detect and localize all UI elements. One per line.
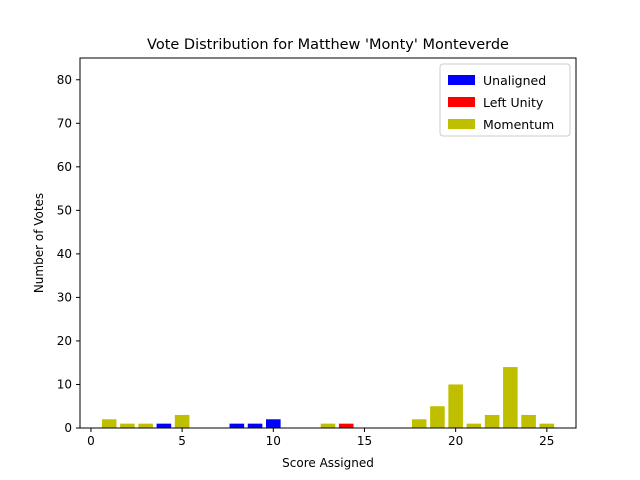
bar-unaligned-4 — [156, 423, 172, 428]
legend-label-unaligned: Unaligned — [483, 73, 546, 88]
bar-momentum-19 — [430, 406, 445, 428]
x-axis-ticks: 0 5 10 15 20 25 — [87, 428, 554, 448]
bar-momentum-21 — [466, 423, 482, 428]
x-tick-label: 25 — [539, 434, 554, 448]
y-tick-label: 80 — [57, 73, 72, 87]
bar-momentum-13 — [320, 423, 336, 428]
y-tick-label: 30 — [57, 290, 72, 304]
bar-momentum-1 — [101, 419, 117, 428]
x-tick-label: 5 — [178, 434, 186, 448]
x-tick-label: 0 — [87, 434, 95, 448]
legend-label-left-unity: Left Unity — [483, 95, 544, 110]
bar-momentum-3 — [138, 423, 153, 428]
bar-left-unity-14 — [338, 423, 354, 428]
bars-layer — [101, 367, 555, 428]
chart-title: Vote Distribution for Matthew 'Monty' Mo… — [147, 37, 509, 53]
legend-label-momentum: Momentum — [483, 117, 554, 132]
plot-frame — [79, 57, 577, 429]
bar-unaligned-8 — [229, 423, 245, 428]
bar-momentum-22 — [484, 414, 500, 428]
x-tick-label: 10 — [266, 434, 281, 448]
y-tick-label: 0 — [64, 421, 72, 435]
bar-momentum-25 — [539, 423, 555, 428]
bar-momentum-20 — [448, 384, 463, 428]
legend: Unaligned Left Unity Momentum — [439, 63, 571, 137]
y-axis-ticks: 0 10 20 30 40 50 60 70 80 — [57, 73, 80, 435]
x-tick-label: 20 — [448, 434, 463, 448]
y-tick-label: 20 — [57, 334, 72, 348]
legend-swatch-momentum — [448, 119, 475, 129]
y-tick-label: 70 — [57, 116, 72, 130]
bar-momentum-2 — [120, 423, 135, 428]
y-axis-label: Number of Votes — [32, 193, 46, 293]
bar-momentum-24 — [521, 414, 536, 428]
bar-momentum-5 — [174, 414, 190, 428]
bar-unaligned-10 — [266, 419, 281, 428]
bar-momentum-18 — [411, 419, 427, 428]
y-tick-label: 40 — [57, 247, 72, 261]
x-axis-label: Score Assigned — [282, 456, 374, 470]
x-tick-label: 15 — [357, 434, 372, 448]
bar-momentum-23 — [503, 367, 518, 428]
y-tick-label: 60 — [57, 160, 72, 174]
y-tick-label: 50 — [57, 203, 72, 217]
legend-swatch-unaligned — [448, 75, 475, 85]
legend-swatch-left-unity — [448, 97, 475, 107]
y-tick-label: 10 — [57, 377, 72, 391]
bar-unaligned-9 — [247, 423, 263, 428]
